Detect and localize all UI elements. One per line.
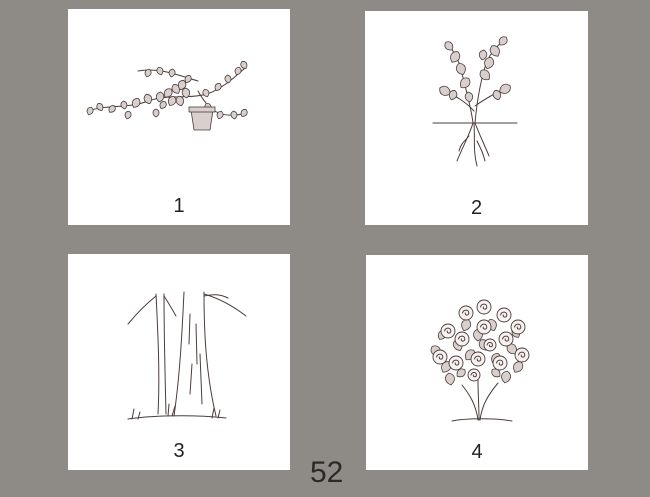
leaf-shape <box>479 69 490 81</box>
rose-petal-swirl <box>444 327 452 334</box>
illustration-card-rosebush: 4 <box>366 255 588 470</box>
ivy-pot-illustration <box>86 61 248 131</box>
leaf-shape <box>156 66 164 76</box>
leaf-shape <box>175 95 185 107</box>
leaf-shape <box>216 110 224 120</box>
rose-petal-swirl <box>486 342 493 348</box>
rose-petal-swirl <box>502 335 510 342</box>
rose-bloom <box>514 347 530 363</box>
leaf-shape <box>152 108 160 118</box>
rose-bloom <box>448 355 464 371</box>
leaf-shape <box>159 101 167 109</box>
rose-bush-illustration <box>430 299 530 422</box>
rose-petal-swirl <box>470 372 477 378</box>
card-number: 3 <box>173 440 185 462</box>
rose-bloom <box>510 319 526 335</box>
leaf-shape <box>131 98 141 108</box>
leaf-shape <box>240 61 248 69</box>
rose-bloom <box>440 323 456 339</box>
leaf-shape <box>492 89 502 101</box>
leaf-shape <box>455 62 466 76</box>
leaf-shape <box>168 68 176 78</box>
rose-petal-swirl <box>480 323 488 330</box>
leaf-shape <box>478 49 488 61</box>
leaf-shape <box>224 74 232 84</box>
leaf-shape <box>464 91 474 103</box>
rose-petal-swirl <box>480 303 488 310</box>
rose-petal-swirl <box>518 351 526 358</box>
leaf-shape <box>124 110 132 120</box>
tree-trunk-illustration <box>127 291 247 420</box>
leaf-shape <box>108 105 116 113</box>
rose-bloom <box>476 319 492 335</box>
leaf-shape <box>513 361 524 373</box>
rose-bloom <box>483 338 497 352</box>
page-number: 52 <box>310 456 344 489</box>
rose-petal-swirl <box>452 359 460 366</box>
rose-bloom <box>476 299 492 315</box>
leaf-shape <box>498 36 508 46</box>
rose-petal-swirl <box>500 311 508 318</box>
card-number: 1 <box>173 195 185 217</box>
leaf-shape <box>460 77 471 89</box>
rose-bloom <box>492 355 508 371</box>
illustration-card-trunk: 3 <box>68 254 290 470</box>
rose-bloom <box>496 307 512 323</box>
rose-petal-swirl <box>462 309 470 316</box>
leaf-shape <box>155 91 165 103</box>
leaf-shape <box>143 93 153 105</box>
leaf-shape <box>202 88 210 98</box>
leaf-shape <box>177 79 187 91</box>
leaf-shape <box>214 83 222 91</box>
leaf-shape <box>448 89 458 101</box>
rose-petal-swirl <box>514 323 522 330</box>
card-number: 4 <box>471 441 483 463</box>
leaf-shape <box>456 368 466 378</box>
leaf-shape <box>444 41 454 51</box>
leaf-shape <box>144 68 152 78</box>
rose-petal-swirl <box>474 355 482 362</box>
leaf-shape <box>484 56 495 70</box>
leaf-shape <box>163 88 173 98</box>
illustration-card-seedling: 2 <box>365 11 588 225</box>
leaf-shape <box>181 87 191 99</box>
leaf-shape <box>461 318 472 332</box>
rose-bloom <box>454 331 470 347</box>
rose-petal-swirl <box>496 359 504 366</box>
seedling-illustration <box>432 36 518 167</box>
leaf-shape <box>86 106 94 116</box>
leaf-shape <box>501 370 511 384</box>
rose-petal-swirl <box>458 335 466 342</box>
leaf-shape <box>489 45 500 57</box>
card-number: 2 <box>470 197 483 219</box>
leaf-shape <box>171 84 181 94</box>
rose-petal-swirl <box>436 353 444 360</box>
leaf-shape <box>230 110 238 120</box>
leaf-shape <box>184 75 192 83</box>
leaf-shape <box>450 51 461 63</box>
leaf-shape <box>120 100 128 110</box>
leaf-shape <box>445 372 455 386</box>
leaf-shape <box>240 109 248 117</box>
rose-bloom <box>498 331 514 347</box>
leaf-shape <box>96 103 104 111</box>
illustration-card-ivy: 1 <box>68 9 290 225</box>
rose-bloom <box>470 351 486 367</box>
rose-bloom <box>432 349 448 365</box>
rose-bloom <box>458 305 474 321</box>
rose-bloom <box>467 368 481 382</box>
leaf-shape <box>234 66 242 76</box>
